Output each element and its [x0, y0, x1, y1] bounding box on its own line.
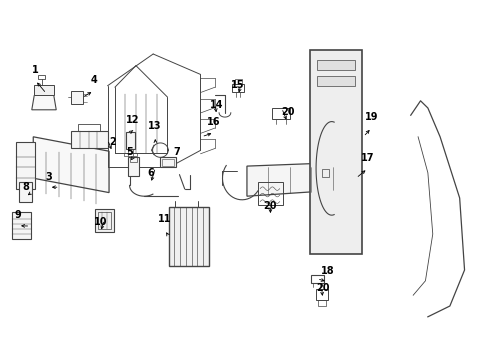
Bar	[98, 212, 111, 229]
Bar	[315, 289, 327, 300]
Bar	[34, 85, 54, 95]
Bar	[317, 300, 325, 306]
Bar	[162, 159, 174, 166]
Bar	[160, 157, 176, 167]
Text: 7: 7	[173, 147, 180, 157]
Text: 14: 14	[209, 100, 223, 110]
Text: 4: 4	[90, 75, 97, 85]
Bar	[128, 157, 139, 176]
Bar	[168, 207, 208, 266]
Bar	[95, 209, 114, 232]
Text: 13: 13	[148, 121, 162, 131]
Bar	[12, 212, 31, 239]
Text: 11: 11	[158, 214, 171, 224]
Text: 20: 20	[263, 201, 277, 211]
Bar	[38, 75, 45, 79]
Bar	[316, 76, 354, 86]
Text: 16: 16	[207, 117, 221, 127]
Text: 10: 10	[93, 217, 107, 227]
Text: 20: 20	[280, 107, 294, 117]
Bar	[232, 85, 244, 91]
Text: 12: 12	[126, 115, 140, 125]
Text: 17: 17	[360, 153, 374, 163]
Text: 8: 8	[22, 181, 29, 192]
Bar	[16, 142, 35, 189]
Polygon shape	[33, 137, 109, 193]
Bar	[309, 50, 362, 254]
Bar	[129, 157, 137, 162]
Bar	[19, 182, 32, 202]
Bar	[316, 60, 354, 70]
Bar	[124, 153, 137, 156]
Text: 1: 1	[32, 65, 39, 75]
Text: 9: 9	[15, 210, 21, 220]
Bar	[310, 275, 324, 283]
Text: 15: 15	[231, 80, 244, 90]
Text: 19: 19	[364, 112, 378, 122]
Text: 5: 5	[126, 147, 133, 157]
Bar	[71, 131, 107, 148]
Text: 6: 6	[147, 168, 154, 178]
Bar	[258, 182, 282, 205]
Bar	[126, 132, 135, 149]
Polygon shape	[246, 162, 354, 196]
Polygon shape	[32, 95, 56, 110]
Bar	[234, 79, 242, 84]
Bar	[71, 91, 83, 104]
Text: 2: 2	[109, 136, 116, 147]
Bar	[272, 108, 289, 119]
Text: 3: 3	[45, 172, 52, 182]
Bar	[78, 124, 100, 131]
Text: 20: 20	[315, 283, 329, 293]
Bar	[321, 169, 328, 176]
Text: 18: 18	[320, 266, 334, 276]
